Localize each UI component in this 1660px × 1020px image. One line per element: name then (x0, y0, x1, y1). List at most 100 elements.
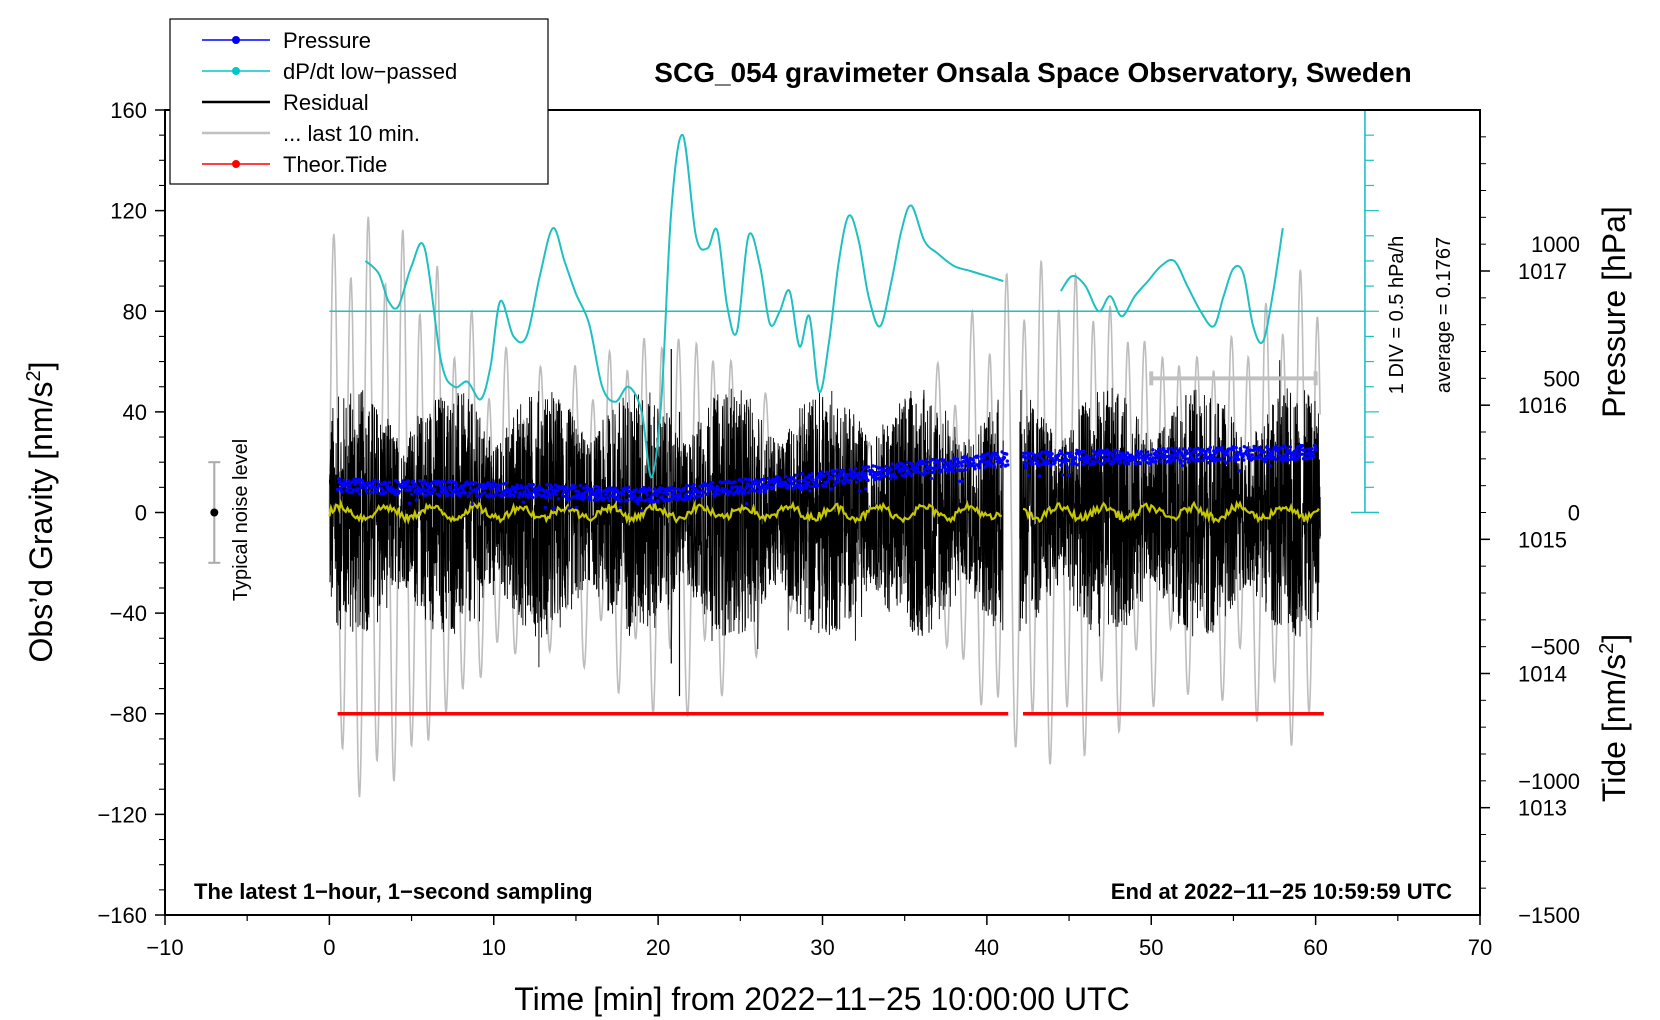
pressure-point (658, 490, 662, 494)
pressure-point (860, 470, 864, 474)
pressure-point (572, 495, 576, 499)
pressure-point (1002, 456, 1007, 460)
pressure-point (1239, 448, 1243, 453)
pressure-point (1282, 443, 1287, 448)
pressure-point (1073, 462, 1077, 466)
pressure-point (797, 478, 802, 483)
pressure-point (990, 457, 994, 461)
pressure-point (866, 478, 870, 483)
pressure-point (1162, 446, 1166, 451)
pressure-point (365, 491, 369, 495)
pressure-point (356, 487, 360, 491)
pressure-point (523, 490, 527, 494)
pressure-point (743, 477, 748, 481)
pressure-point (1149, 453, 1153, 457)
pressure-point (696, 494, 700, 498)
chart-title: SCG_054 gravimeter Onsala Space Observat… (654, 57, 1411, 88)
pressure-point (1005, 459, 1009, 463)
pressure-point (1284, 455, 1288, 460)
pressure-point (759, 489, 763, 494)
pressure-point (822, 473, 826, 478)
pressure-point (1094, 457, 1098, 461)
pressure-point (705, 492, 709, 496)
pressure-point (951, 469, 955, 474)
pressure-point (1282, 458, 1286, 462)
pressure-point (1212, 459, 1217, 464)
pressure-point (505, 486, 509, 491)
pressure-point (995, 452, 999, 456)
pressure-point (1057, 452, 1061, 457)
average-label: average = 0.1767 (1433, 237, 1455, 393)
pressure-point (892, 472, 897, 476)
pressure-point (755, 481, 759, 486)
pressure-point (585, 484, 589, 488)
pressure-point (470, 502, 474, 506)
pressure-point (1313, 447, 1318, 452)
pressure-point (526, 488, 531, 492)
pressure-point (1121, 451, 1125, 456)
pressure-point (545, 482, 549, 487)
pressure-point (450, 493, 454, 497)
pressure-point (1283, 452, 1287, 457)
pressure-point (784, 474, 788, 478)
pressure-point (343, 478, 347, 483)
pressure-point (534, 494, 538, 499)
pressure-point (652, 500, 656, 504)
pressure-point (590, 489, 595, 494)
pressure-point (1206, 461, 1211, 465)
pressure-point (1235, 450, 1239, 454)
pressure-point (1186, 457, 1190, 461)
pressure-point (930, 457, 935, 462)
pressure-point (424, 493, 428, 497)
pressure-point (627, 485, 631, 489)
pressure-point (894, 475, 898, 479)
pressure-point (916, 466, 920, 470)
pressure-point (1063, 453, 1067, 457)
pressure-point (516, 486, 520, 490)
pressure-point (1086, 460, 1090, 464)
pressure-point (1126, 462, 1131, 466)
pressure-point (1294, 447, 1299, 452)
pressure-point (353, 477, 358, 481)
pressure-point (832, 469, 836, 473)
pressure-point (945, 461, 950, 465)
pressure-point (972, 461, 976, 465)
pressure-point (1000, 450, 1004, 454)
pressure-point (772, 485, 776, 489)
pressure-point (1115, 448, 1119, 453)
pressure-point (1103, 450, 1108, 455)
pressure-point (414, 498, 419, 502)
pressure-point (406, 479, 411, 483)
pressure-point (669, 485, 673, 489)
bottom-left-note: The latest 1−hour, 1−second sampling (194, 879, 593, 904)
pressure-point (562, 488, 566, 492)
legend-swatch-marker (232, 36, 240, 44)
pressure-point (1201, 449, 1206, 453)
pressure-point (448, 485, 452, 490)
pressure-point (1177, 448, 1182, 452)
pressure-point (551, 492, 555, 496)
pressure-point (606, 496, 610, 500)
pressure-point (1001, 462, 1005, 466)
pressure-point (421, 486, 425, 491)
pressure-point (651, 492, 656, 496)
pressure-point (364, 488, 369, 492)
pressure-point (839, 473, 844, 477)
pressure-point (359, 485, 363, 490)
pressure-point (956, 464, 961, 468)
pressure-point (995, 460, 1000, 464)
pressure-point (1138, 461, 1142, 466)
pressure-point (567, 506, 571, 510)
pressure-point (1176, 456, 1180, 460)
pressure-point (1166, 447, 1171, 451)
pressure-point (743, 491, 747, 495)
pressure-point (1080, 456, 1085, 460)
pressure-point (942, 458, 947, 462)
pressure-point (917, 470, 921, 475)
pressure-point (515, 483, 519, 487)
pressure-point (1298, 448, 1302, 452)
pressure-point (960, 464, 964, 468)
pressure-point (955, 468, 959, 473)
pressure-point (521, 500, 526, 504)
pressure-point (948, 459, 952, 463)
